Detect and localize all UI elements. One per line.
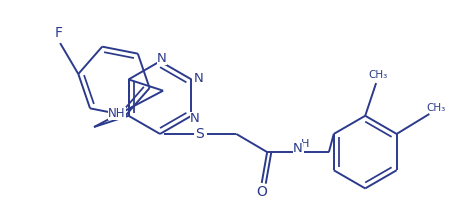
Text: NH: NH <box>108 107 125 120</box>
Text: N: N <box>194 72 204 85</box>
Text: N: N <box>157 52 167 65</box>
Text: N: N <box>293 142 303 155</box>
Text: H: H <box>301 139 309 149</box>
Text: O: O <box>256 185 267 199</box>
Text: F: F <box>55 26 63 40</box>
Text: CH₃: CH₃ <box>368 70 387 80</box>
Text: N: N <box>189 112 199 125</box>
Text: CH₃: CH₃ <box>427 103 446 113</box>
Text: S: S <box>196 127 204 141</box>
